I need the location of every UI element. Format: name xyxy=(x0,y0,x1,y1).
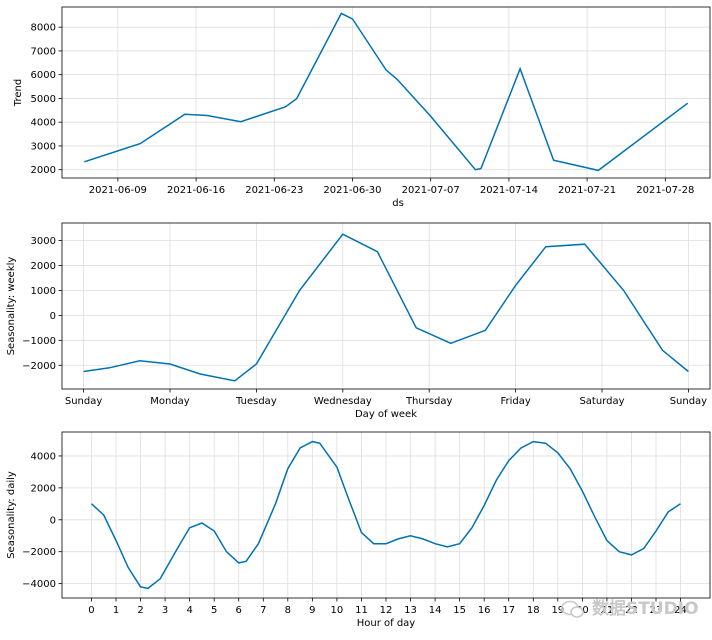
y-axis-label: Trend xyxy=(13,79,24,107)
x-tick-label: 9 xyxy=(309,605,315,616)
y-tick-label: 0 xyxy=(50,311,56,322)
x-tick-label: 12 xyxy=(380,605,393,616)
series-line xyxy=(90,440,681,590)
x-tick-label: 2021-06-16 xyxy=(167,185,225,196)
x-tick-label: 6 xyxy=(236,605,242,616)
y-tick-label: 3000 xyxy=(31,141,56,152)
series-line xyxy=(83,233,689,382)
x-tick-label: Sunday xyxy=(670,396,707,407)
x-tick-label: 2021-07-07 xyxy=(402,185,460,196)
x-tick-label: 23 xyxy=(650,605,663,616)
watermark-text: 数据STUDIO xyxy=(592,598,699,619)
y-tick-label: 2000 xyxy=(31,483,56,494)
chart-panel-1: 2021-06-09 2021-06-16 2021-06-23 2021-06-30… xyxy=(13,6,711,209)
chart-panel-2: Sunday Monday Tuesday Wednesday Thursday Frid… xyxy=(6,222,711,420)
x-tick-label: 1 xyxy=(113,605,119,616)
x-tick-label: 15 xyxy=(453,605,466,616)
x-tick-label: 22 xyxy=(625,605,638,616)
x-axis-label: Hour of day xyxy=(357,618,416,629)
x-tick-label: 13 xyxy=(404,605,417,616)
series-line xyxy=(84,12,689,172)
y-tick-label: 0 xyxy=(50,515,56,526)
x-tick-label: Tuesday xyxy=(235,396,277,407)
x-axis-label: ds xyxy=(392,198,404,209)
wechat-icon xyxy=(561,600,584,618)
x-tick-label: 5 xyxy=(211,605,217,616)
watermark: 数据STUDIO xyxy=(561,598,699,619)
x-tick-label: 0 xyxy=(88,605,94,616)
x-tick-label: Friday xyxy=(500,396,530,407)
x-tick-label: 19 xyxy=(551,605,564,616)
x-tick-label: 18 xyxy=(527,605,540,616)
x-tick-label: Thursday xyxy=(405,396,453,407)
y-tick-label: 8000 xyxy=(31,23,56,34)
x-tick-label: 24 xyxy=(674,605,687,616)
y-tick-label: 6000 xyxy=(31,70,56,81)
x-tick-label: 11 xyxy=(355,605,368,616)
y-tick-label: −2000 xyxy=(22,547,56,558)
y-tick-label: 7000 xyxy=(31,46,56,57)
chart-panel-3: 0123456789101112131415161718192021222324… xyxy=(6,431,711,629)
x-tick-label: Sunday xyxy=(65,396,102,407)
y-tick-label: 1000 xyxy=(31,286,56,297)
x-tick-label: 2021-07-28 xyxy=(636,185,694,196)
x-tick-label: Saturday xyxy=(579,396,624,407)
y-axis-label: Seasonality: daily xyxy=(6,471,17,559)
y-tick-label: 4000 xyxy=(31,118,56,129)
y-tick-label: −2000 xyxy=(22,361,56,372)
y-tick-label: −1000 xyxy=(22,336,56,347)
x-axis-label: Day of week xyxy=(355,409,417,420)
x-tick-label: 21 xyxy=(601,605,614,616)
x-tick-label: 2 xyxy=(137,605,143,616)
y-tick-label: 2000 xyxy=(31,261,56,272)
x-tick-label: 4 xyxy=(186,605,192,616)
x-tick-label: Wednesday xyxy=(314,396,372,407)
plot-frame xyxy=(61,222,711,390)
x-tick-label: 2021-06-23 xyxy=(245,185,303,196)
y-axis-label: Seasonality: weekly xyxy=(6,257,17,356)
x-tick-label: 2021-07-21 xyxy=(558,185,616,196)
x-tick-label: 2021-06-09 xyxy=(89,185,147,196)
x-tick-label: 2021-07-14 xyxy=(480,185,538,196)
x-tick-label: 17 xyxy=(502,605,515,616)
x-tick-label: 14 xyxy=(429,605,442,616)
y-tick-label: 4000 xyxy=(31,451,56,462)
x-tick-label: 16 xyxy=(478,605,491,616)
y-tick-label: 2000 xyxy=(31,165,56,176)
x-tick-label: Monday xyxy=(150,396,190,407)
x-tick-label: 3 xyxy=(162,605,168,616)
x-tick-label: 10 xyxy=(331,605,344,616)
x-tick-label: 2021-06-30 xyxy=(323,185,381,196)
y-tick-label: −4000 xyxy=(22,579,56,590)
x-tick-label: 8 xyxy=(285,605,291,616)
plot-frame xyxy=(61,6,711,179)
x-tick-label: 7 xyxy=(260,605,266,616)
y-tick-label: 5000 xyxy=(31,94,56,105)
y-tick-label: 3000 xyxy=(31,236,56,247)
